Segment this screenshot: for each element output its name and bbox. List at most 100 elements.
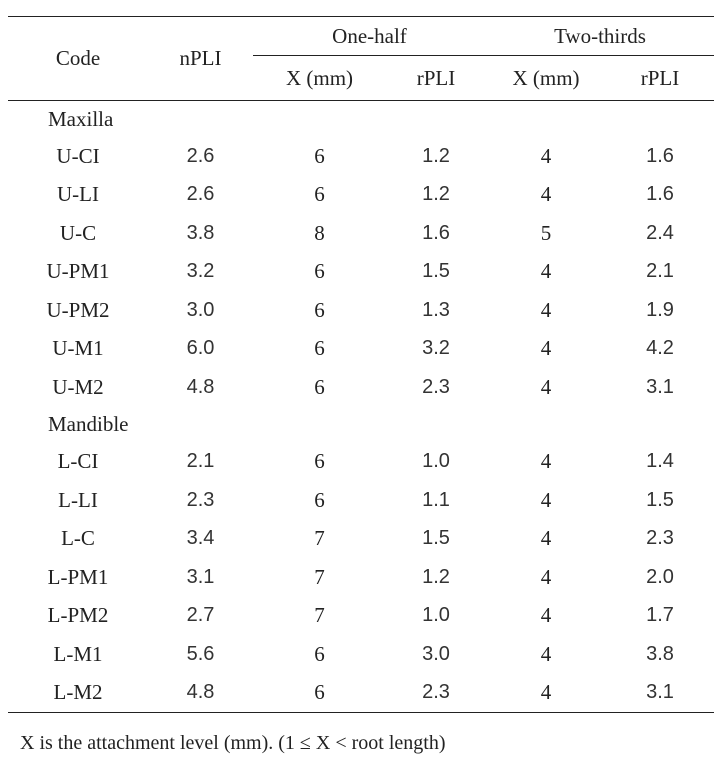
header-npli: nPLI: [148, 16, 253, 101]
cell-x-one-half: 6: [314, 336, 325, 361]
section-label: Maxilla: [48, 106, 114, 131]
cell-x-one-half: 6: [314, 297, 325, 322]
cell-x-one-half: 6: [314, 259, 325, 284]
cell-x-two-thirds: 4: [540, 374, 552, 399]
cell-x-one-half: 6: [314, 680, 325, 705]
cell-npli: 2.6: [186, 183, 215, 206]
table-row: L-LI 2.3 6 1.1 4 1.5: [8, 481, 714, 520]
cell-rpli-two-thirds: 2.3: [646, 527, 674, 550]
cell-rpli-two-thirds: 1.6: [646, 183, 674, 206]
data-table: Code nPLI One-half Two-thirds X (mm) rPL…: [8, 16, 714, 713]
cell-code: U-LI: [57, 182, 99, 207]
table-header: Code nPLI One-half Two-thirds X (mm) rPL…: [8, 16, 714, 101]
table-row: L-PM2 2.7 7 1.0 4 1.7: [8, 597, 714, 636]
cell-x-one-half: 6: [314, 487, 325, 512]
cell-code: L-C: [61, 526, 95, 551]
section-row: Maxilla: [8, 101, 714, 138]
cell-x-two-thirds: 4: [540, 526, 552, 551]
cell-rpli-two-thirds: 2.1: [646, 260, 674, 283]
cell-x-one-half: 7: [314, 564, 325, 589]
cell-npli: 3.1: [186, 565, 215, 588]
cell-npli: 2.1: [186, 450, 215, 473]
cell-code: U-M1: [52, 336, 104, 361]
cell-rpli-one-half: 1.5: [422, 527, 450, 550]
table-row: U-LI 2.6 6 1.2 4 1.6: [8, 176, 714, 215]
cell-x-one-half: 6: [314, 641, 325, 666]
cell-x-two-thirds: 4: [540, 603, 552, 628]
table-row: U-CI 2.6 6 1.2 4 1.6: [8, 137, 714, 176]
cell-x-two-thirds: 4: [540, 259, 552, 284]
cell-code: L-PM1: [47, 564, 109, 589]
cell-code: L-M2: [53, 680, 103, 705]
cell-rpli-one-half: 1.5: [422, 260, 450, 283]
cell-npli: 4.8: [186, 375, 215, 398]
cell-x-two-thirds: 4: [540, 143, 552, 168]
cell-x-two-thirds: 4: [540, 641, 552, 666]
cell-code: U-M2: [52, 374, 104, 399]
cell-code: L-CI: [57, 449, 99, 474]
cell-npli: 3.0: [186, 298, 215, 321]
cell-x-one-half: 7: [314, 526, 325, 551]
cell-code: L-PM2: [47, 603, 109, 628]
cell-rpli-one-half: 1.1: [422, 488, 450, 511]
cell-x-two-thirds: 4: [540, 449, 552, 474]
cell-x-two-thirds: 4: [540, 182, 552, 207]
header-row-2: X (mm) rPLI X (mm) rPLI: [8, 56, 714, 101]
cell-x-one-half: 6: [314, 182, 325, 207]
header-x-two-thirds: X (mm): [512, 65, 580, 90]
cell-rpli-two-thirds: 1.6: [646, 144, 674, 167]
cell-code: L-LI: [58, 487, 98, 512]
cell-x-one-half: 7: [314, 603, 325, 628]
header-rpli-one-half: rPLI: [416, 65, 456, 90]
cell-rpli-two-thirds: 3.8: [646, 642, 674, 665]
cell-rpli-two-thirds: 3.1: [646, 681, 674, 704]
cell-x-one-half: 6: [314, 374, 325, 399]
cell-rpli-one-half: 1.2: [422, 183, 450, 206]
cell-rpli-one-half: 1.0: [422, 450, 450, 473]
cell-x-one-half: 6: [314, 143, 325, 168]
cell-rpli-two-thirds: 1.9: [646, 298, 674, 321]
cell-x-two-thirds: 4: [540, 487, 552, 512]
cell-rpli-two-thirds: 1.5: [646, 488, 674, 511]
cell-code: U-PM1: [46, 259, 110, 284]
cell-npli: 5.6: [186, 642, 215, 665]
footnote: X is the attachment level (mm). (1 ≤ X <…: [20, 732, 446, 754]
cell-code: U-CI: [56, 143, 100, 168]
cell-x-two-thirds: 4: [540, 564, 552, 589]
cell-x-two-thirds: 5: [540, 220, 552, 245]
cell-rpli-one-half: 3.0: [422, 642, 450, 665]
cell-npli: 4.8: [186, 681, 215, 704]
cell-code: U-PM2: [46, 297, 110, 322]
header-one-half: One-half: [253, 16, 486, 56]
cell-npli: 2.7: [186, 604, 215, 627]
cell-rpli-one-half: 1.0: [422, 604, 450, 627]
table-row: L-M2 4.8 6 2.3 4 3.1: [8, 674, 714, 713]
cell-x-one-half: 8: [314, 220, 325, 245]
table-row: U-M1 6.0 6 3.2 4 4.2: [8, 330, 714, 369]
cell-npli: 3.8: [186, 221, 215, 244]
cell-npli: 2.3: [186, 488, 215, 511]
header-rpli-two-thirds: rPLI: [640, 65, 680, 90]
table-row: U-C 3.8 8 1.6 5 2.4: [8, 214, 714, 253]
cell-rpli-one-half: 2.3: [422, 375, 450, 398]
cell-rpli-two-thirds: 2.4: [646, 221, 674, 244]
cell-rpli-one-half: 3.2: [422, 337, 450, 360]
table-row: L-C 3.4 7 1.5 4 2.3: [8, 520, 714, 559]
cell-rpli-two-thirds: 2.0: [646, 565, 674, 588]
cell-rpli-two-thirds: 3.1: [646, 375, 674, 398]
cell-rpli-two-thirds: 4.2: [646, 337, 674, 360]
section-row: Mandible: [8, 407, 714, 443]
cell-code: U-C: [59, 220, 97, 245]
cell-rpli-two-thirds: 1.7: [646, 604, 674, 627]
cell-x-two-thirds: 4: [540, 336, 552, 361]
cell-npli: 6.0: [186, 337, 215, 360]
section-label: Mandible: [48, 412, 129, 436]
cell-code: L-M1: [53, 641, 103, 666]
cell-rpli-one-half: 2.3: [422, 681, 450, 704]
table-row: U-PM2 3.0 6 1.3 4 1.9: [8, 291, 714, 330]
cell-x-two-thirds: 4: [540, 297, 552, 322]
table-row: L-PM1 3.1 7 1.2 4 2.0: [8, 558, 714, 597]
table-row: U-PM1 3.2 6 1.5 4 2.1: [8, 253, 714, 292]
cell-x-one-half: 6: [314, 449, 325, 474]
